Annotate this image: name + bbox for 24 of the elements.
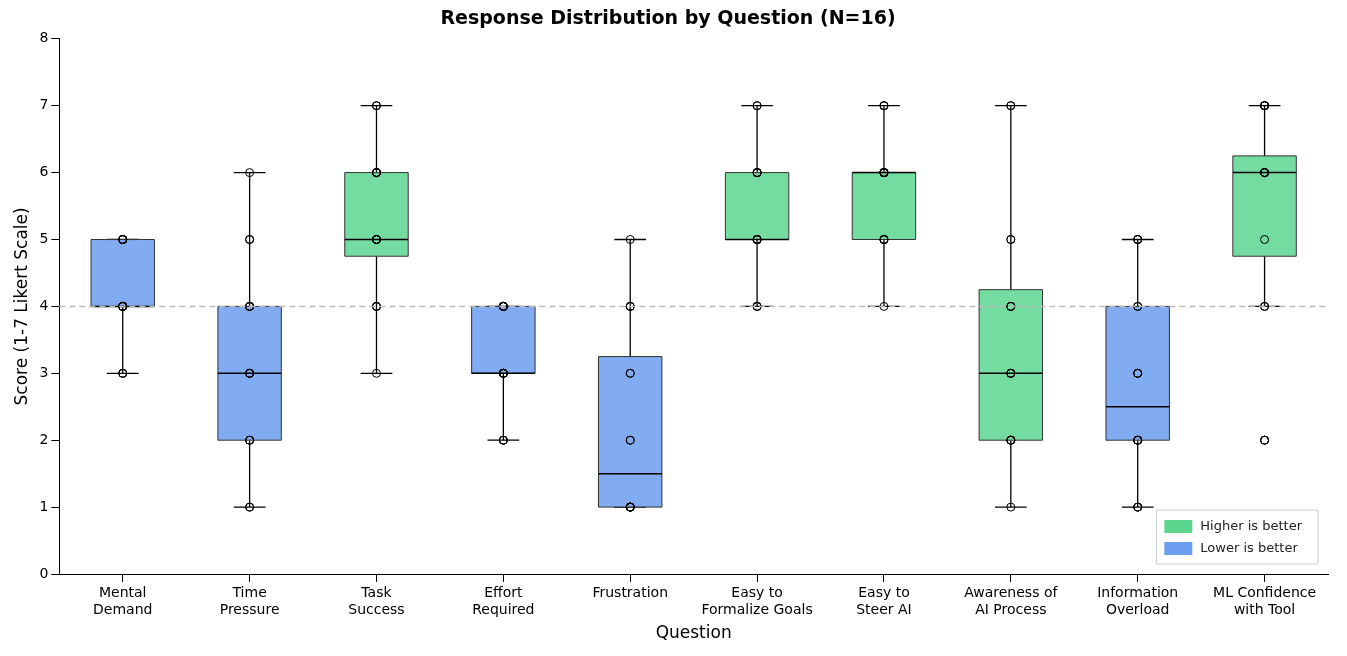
y-tick-label: 4 xyxy=(39,297,49,314)
y-tick-label: 6 xyxy=(39,163,49,180)
y-tick-label: 8 xyxy=(39,29,49,46)
x-tick-label: Awareness of AI Process xyxy=(964,584,1059,617)
y-tick-label: 1 xyxy=(39,497,49,514)
x-tick-label: ML Confidence with Tool xyxy=(1213,584,1317,617)
y-axis-title: Score (1-7 Likert Scale) xyxy=(10,207,31,406)
y-tick-label: 5 xyxy=(39,230,49,247)
x-tick-label: Easy to Formalize Goals xyxy=(701,584,813,617)
legend-label: Lower is better xyxy=(1200,540,1299,556)
x-tick-label: Information Overload xyxy=(1097,584,1179,617)
y-tick-label: 3 xyxy=(39,363,49,380)
x-tick-label: Task Success xyxy=(348,584,405,617)
x-tick-label: Mental Demand xyxy=(93,584,153,617)
y-tick-label: 2 xyxy=(39,430,49,447)
chart-title: Response Distribution by Question (N=16) xyxy=(440,6,896,29)
legend-label: Higher is better xyxy=(1200,518,1303,534)
x-axis-title: Question xyxy=(655,622,732,643)
x-tick-label: Frustration xyxy=(592,584,669,601)
y-tick-label: 0 xyxy=(39,564,49,581)
x-tick-label: Time Pressure xyxy=(219,584,280,617)
x-tick-label: Effort Required xyxy=(472,584,535,617)
x-tick-label: Easy to Steer AI xyxy=(856,584,912,617)
y-tick-label: 7 xyxy=(39,96,49,113)
